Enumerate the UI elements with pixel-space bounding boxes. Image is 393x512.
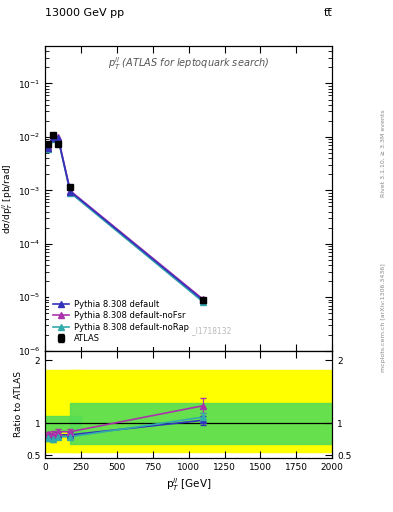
Text: 13000 GeV pp: 13000 GeV pp bbox=[45, 8, 124, 18]
Pythia 8.308 default-noRap bbox=[45, 146, 50, 152]
Pythia 8.308 default-noFsr bbox=[45, 143, 50, 149]
Text: mcplots.cern.ch [arXiv:1306.3436]: mcplots.cern.ch [arXiv:1306.3436] bbox=[381, 263, 386, 372]
Bar bbox=[45, 370, 81, 452]
Pythia 8.308 default bbox=[50, 135, 55, 141]
Bar bbox=[70, 370, 332, 452]
Pythia 8.308 default-noFsr bbox=[50, 134, 55, 140]
Text: p$_T^{ll}$ (ATLAS for leptoquark search): p$_T^{ll}$ (ATLAS for leptoquark search) bbox=[108, 55, 269, 72]
Pythia 8.308 default bbox=[68, 188, 73, 195]
Legend: Pythia 8.308 default, Pythia 8.308 default-noFsr, Pythia 8.308 default-noRap, AT: Pythia 8.308 default, Pythia 8.308 defau… bbox=[50, 296, 192, 347]
Line: Pythia 8.308 default-noRap: Pythia 8.308 default-noRap bbox=[45, 137, 206, 305]
Text: tt̅: tt̅ bbox=[323, 8, 332, 18]
Pythia 8.308 default bbox=[200, 297, 205, 303]
Y-axis label: dσ/dp$_T^{ll}$ [pb/rad]: dσ/dp$_T^{ll}$ [pb/rad] bbox=[0, 163, 15, 233]
Pythia 8.308 default bbox=[56, 135, 61, 141]
Pythia 8.308 default-noRap bbox=[50, 136, 55, 142]
Pythia 8.308 default-noFsr bbox=[56, 134, 61, 140]
X-axis label: p$_T^{ll}$ [GeV]: p$_T^{ll}$ [GeV] bbox=[166, 476, 211, 493]
Text: Rivet 3.1.10, ≥ 3.3M events: Rivet 3.1.10, ≥ 3.3M events bbox=[381, 110, 386, 198]
Pythia 8.308 default bbox=[45, 144, 50, 151]
Pythia 8.308 default-noRap bbox=[200, 299, 205, 305]
Text: ATLAS_2019_I1718132: ATLAS_2019_I1718132 bbox=[145, 327, 232, 335]
Y-axis label: Ratio to ATLAS: Ratio to ATLAS bbox=[14, 372, 23, 437]
Line: Pythia 8.308 default: Pythia 8.308 default bbox=[45, 135, 206, 303]
Bar bbox=[70, 403, 332, 444]
Pythia 8.308 default-noRap bbox=[56, 136, 61, 142]
Pythia 8.308 default-noFsr bbox=[68, 188, 73, 194]
Pythia 8.308 default-noFsr bbox=[200, 296, 205, 302]
Pythia 8.308 default-noRap bbox=[68, 190, 73, 196]
Bar bbox=[45, 416, 81, 431]
Line: Pythia 8.308 default-noFsr: Pythia 8.308 default-noFsr bbox=[45, 135, 206, 302]
